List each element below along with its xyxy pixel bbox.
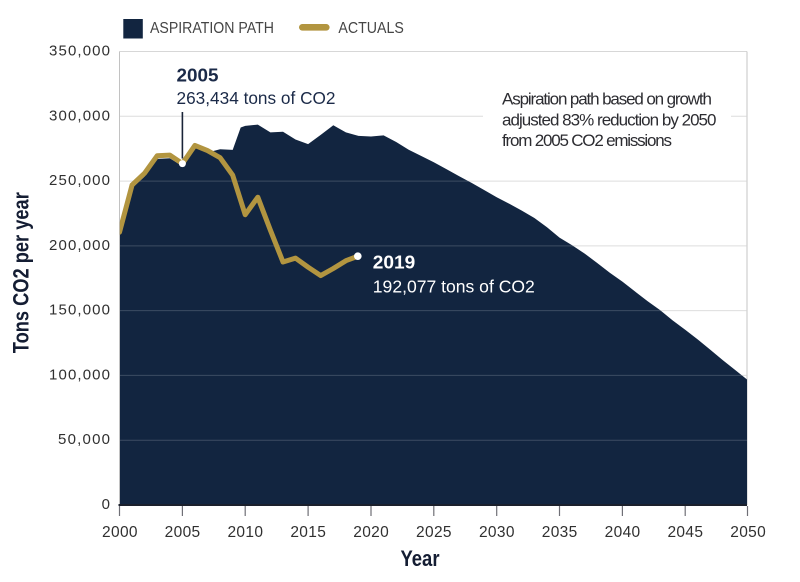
svg-text:150,000: 150,000 [49, 302, 110, 319]
svg-text:2015: 2015 [290, 524, 326, 541]
svg-text:2045: 2045 [667, 524, 703, 541]
svg-text:2005: 2005 [165, 524, 201, 541]
svg-text:Year: Year [401, 546, 440, 571]
svg-text:2005: 2005 [177, 66, 219, 86]
svg-text:ACTUALS: ACTUALS [338, 20, 404, 37]
svg-text:2019: 2019 [373, 252, 416, 272]
svg-text:0: 0 [102, 496, 110, 513]
svg-text:192,077 tons of CO2: 192,077 tons of CO2 [373, 276, 535, 296]
svg-text:100,000: 100,000 [49, 366, 110, 383]
svg-text:2020: 2020 [353, 524, 389, 541]
svg-text:Tons CO2 per year: Tons CO2 per year [8, 192, 33, 353]
svg-text:200,000: 200,000 [49, 237, 110, 254]
svg-text:350,000: 350,000 [49, 43, 110, 60]
svg-text:263,434 tons of CO2: 263,434 tons of CO2 [177, 88, 336, 108]
svg-text:2040: 2040 [605, 524, 641, 541]
svg-text:2025: 2025 [416, 524, 452, 541]
svg-text:2030: 2030 [479, 524, 515, 541]
svg-text:2050: 2050 [730, 524, 766, 541]
svg-text:300,000: 300,000 [49, 107, 110, 124]
svg-text:ASPIRATION PATH: ASPIRATION PATH [150, 20, 274, 37]
svg-text:2010: 2010 [227, 524, 263, 541]
svg-text:Aspiration path based on growt: Aspiration path based on growth [502, 90, 712, 109]
svg-text:from 2005 CO2 emissions: from 2005 CO2 emissions [502, 131, 672, 150]
svg-text:adjusted 83% reduction by 2050: adjusted 83% reduction by 2050 [502, 110, 717, 129]
svg-text:250,000: 250,000 [49, 172, 110, 189]
svg-text:2035: 2035 [542, 524, 578, 541]
svg-text:50,000: 50,000 [58, 431, 110, 448]
svg-text:2000: 2000 [102, 524, 138, 541]
